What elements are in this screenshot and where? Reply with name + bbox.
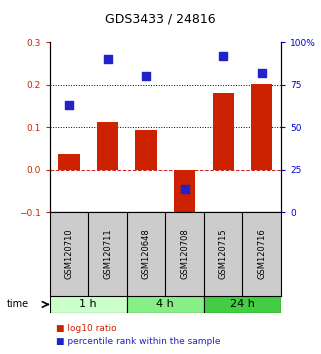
Text: 4 h: 4 h: [156, 299, 174, 309]
Text: ■ percentile rank within the sample: ■ percentile rank within the sample: [56, 337, 221, 346]
Bar: [251, 84, 272, 170]
Text: ■ log10 ratio: ■ log10 ratio: [56, 324, 117, 333]
Point: [221, 53, 226, 59]
Text: 1 h: 1 h: [80, 299, 97, 309]
Bar: [97, 122, 118, 170]
Text: GSM120710: GSM120710: [65, 229, 74, 279]
Text: GSM120711: GSM120711: [103, 229, 112, 279]
Point: [105, 57, 110, 62]
Bar: [204, 296, 281, 313]
Text: GSM120648: GSM120648: [142, 229, 151, 279]
Bar: [50, 296, 127, 313]
Text: GSM120716: GSM120716: [257, 229, 266, 279]
Text: 24 h: 24 h: [230, 299, 255, 309]
Bar: [213, 93, 234, 170]
Point: [182, 186, 187, 192]
Point: [143, 74, 149, 79]
Point: [66, 103, 72, 108]
Text: time: time: [6, 299, 29, 309]
Point: [259, 70, 264, 76]
Text: GDS3433 / 24816: GDS3433 / 24816: [105, 12, 216, 25]
Text: GSM120708: GSM120708: [180, 229, 189, 279]
Bar: [58, 154, 80, 170]
Bar: [135, 130, 157, 170]
Bar: [174, 170, 195, 215]
Text: GSM120715: GSM120715: [219, 229, 228, 279]
Bar: [127, 296, 204, 313]
